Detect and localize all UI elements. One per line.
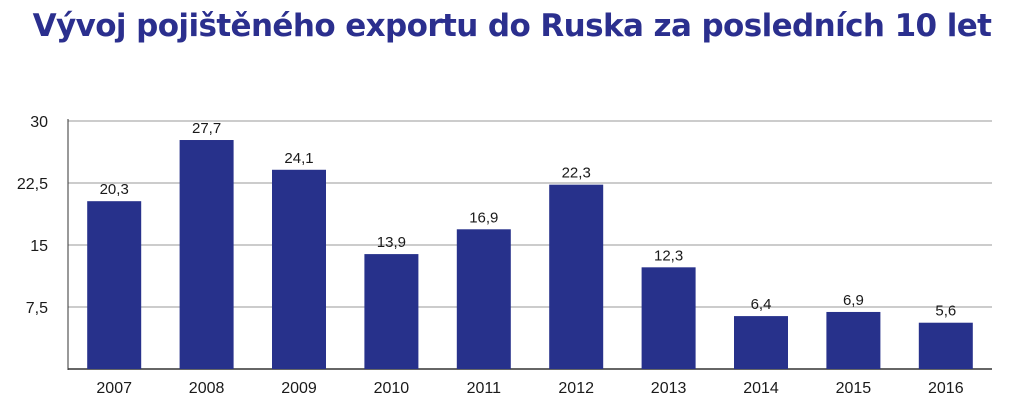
y-tick-label: 30 — [30, 114, 48, 131]
value-label-2009: 24,1 — [284, 150, 313, 167]
bar-2016 — [918, 322, 973, 369]
x-tick-label-2014: 2014 — [743, 380, 779, 397]
labels: 7,5 15 22,5 30 20,3 2007 27,7 2008 24,1 2009 13,9 2… — [17, 114, 964, 397]
value-label-2011: 16,9 — [469, 209, 498, 226]
bars — [87, 140, 973, 369]
x-tick-label-2007: 2007 — [96, 380, 132, 397]
value-label-2008: 27,7 — [192, 120, 221, 137]
y-tick-label: 15 — [30, 238, 48, 255]
x-tick-label-2008: 2008 — [189, 380, 225, 397]
bar-2011 — [456, 229, 511, 369]
y-tick-label: 7,5 — [26, 300, 48, 317]
x-tick-label-2013: 2013 — [651, 380, 687, 397]
value-label-2014: 6,4 — [751, 296, 772, 313]
bar-2007 — [87, 201, 142, 369]
x-tick-label-2015: 2015 — [836, 380, 872, 397]
bar-2009 — [272, 169, 326, 369]
value-label-2007: 20,3 — [100, 181, 129, 198]
value-label-2013: 12,3 — [654, 247, 683, 264]
value-label-2012: 22,3 — [562, 165, 591, 182]
x-tick-label-2011: 2011 — [467, 380, 502, 397]
bar-2012 — [549, 184, 604, 369]
bar-2010 — [364, 254, 419, 369]
bar-2008 — [179, 140, 234, 369]
x-tick-label-2016: 2016 — [928, 380, 964, 397]
value-label-2010: 13,9 — [377, 234, 406, 251]
value-label-2015: 6,9 — [843, 292, 864, 309]
bar-2014 — [734, 316, 788, 369]
bar-2015 — [826, 311, 881, 369]
chart-title: Vývoj pojištěného exportu do Ruska za po… — [32, 8, 992, 44]
x-tick-label-2010: 2010 — [374, 380, 410, 397]
y-tick-label: 22,5 — [17, 176, 48, 193]
x-tick-label-2012: 2012 — [558, 380, 594, 397]
x-tick-label-2009: 2009 — [281, 380, 317, 397]
value-label-2016: 5,6 — [935, 303, 956, 320]
bar-2013 — [641, 267, 696, 369]
